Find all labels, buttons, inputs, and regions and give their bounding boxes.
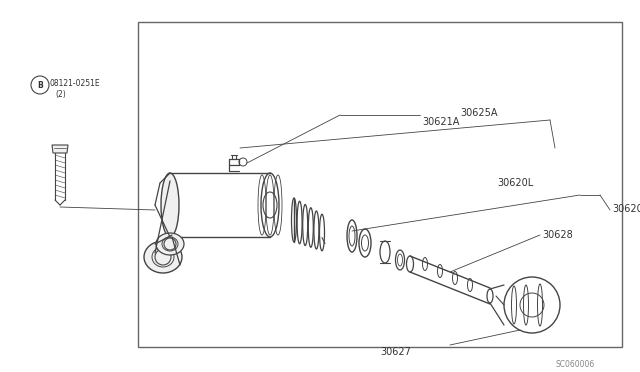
Text: 30627: 30627 bbox=[380, 347, 411, 357]
Ellipse shape bbox=[156, 233, 184, 255]
Text: 30620: 30620 bbox=[612, 204, 640, 214]
Ellipse shape bbox=[161, 173, 179, 237]
Ellipse shape bbox=[144, 241, 182, 273]
Polygon shape bbox=[52, 145, 68, 153]
Text: 30625A: 30625A bbox=[460, 108, 497, 118]
Text: 30620L: 30620L bbox=[497, 178, 533, 188]
Text: 08121-0251E: 08121-0251E bbox=[50, 78, 100, 87]
Text: (2): (2) bbox=[55, 90, 66, 99]
Bar bbox=[138, 22, 622, 347]
Text: SC060006: SC060006 bbox=[555, 360, 595, 369]
Text: 30628: 30628 bbox=[542, 230, 573, 240]
Text: 30621A: 30621A bbox=[422, 117, 460, 127]
Text: B: B bbox=[37, 80, 43, 90]
